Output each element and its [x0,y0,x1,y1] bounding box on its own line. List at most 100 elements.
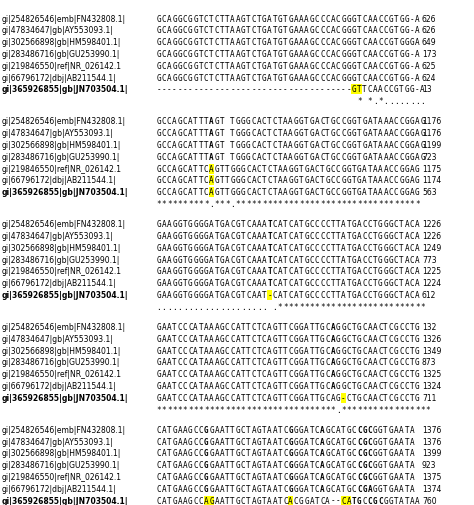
Text: A: A [304,334,309,343]
Text: -: - [336,85,340,94]
Text: *: * [373,302,377,311]
Text: G: G [373,472,377,481]
Text: G: G [219,267,224,276]
Text: T: T [373,255,377,264]
Text: A: A [251,279,256,288]
Text: T: T [256,393,261,402]
Text: T: T [278,129,283,138]
Text: C: C [262,153,266,162]
Text: G: G [404,62,409,71]
Text: *: * [394,302,399,311]
Text: G: G [156,141,161,149]
Text: T: T [357,129,362,138]
Text: G: G [262,26,266,35]
Text: A: A [378,129,383,138]
Text: T: T [373,267,377,276]
Text: C: C [399,129,404,138]
Text: G: G [219,322,224,331]
Text: C: C [330,448,335,458]
Text: -: - [214,85,219,94]
Text: A: A [236,74,240,82]
Text: A: A [367,153,372,162]
Text: T: T [199,15,203,24]
Text: C: C [162,15,166,24]
Text: G: G [188,50,192,59]
Text: A: A [373,164,377,173]
Text: C: C [183,322,187,331]
Text: A: A [410,495,414,504]
Text: C: C [336,38,340,47]
Text: -: - [288,85,293,94]
Text: G: G [256,495,261,504]
Text: T: T [283,255,288,264]
Text: A: A [293,290,298,299]
Text: C: C [204,188,209,197]
Text: G: G [188,267,192,276]
Text: T: T [336,255,340,264]
Text: gi|283486716|gb|GU253990.1|: gi|283486716|gb|GU253990.1| [2,460,120,469]
Text: C: C [410,279,414,288]
Text: *: * [330,199,335,209]
Text: C: C [346,393,351,402]
Text: T: T [199,370,203,378]
Text: -: - [177,85,182,94]
Text: G: G [352,255,356,264]
Text: *: * [310,199,314,209]
Text: A: A [204,393,209,402]
Text: G: G [241,74,246,82]
Text: T: T [352,381,356,390]
Text: T: T [273,164,277,173]
Text: *: * [378,302,383,311]
Text: G: G [177,176,182,185]
Text: G: G [304,279,309,288]
Text: T: T [199,346,203,355]
Text: *: * [256,405,261,414]
Text: C: C [188,346,192,355]
Text: T: T [225,437,229,445]
Text: G: G [378,267,383,276]
Text: G: G [241,164,246,173]
Text: A: A [304,425,309,434]
Text: G: G [410,153,414,162]
Text: A: A [293,50,298,59]
Text: G: G [330,153,335,162]
Text: C: C [330,176,335,185]
Text: A: A [262,255,266,264]
Text: C: C [225,334,229,343]
Text: G: G [394,381,399,390]
Text: T: T [325,141,330,149]
Text: *: * [204,405,209,414]
Text: G: G [177,290,182,299]
Text: A: A [304,448,309,458]
Text: *: * [310,302,314,311]
Text: T: T [199,50,203,59]
Text: G: G [172,38,177,47]
Text: G: G [156,322,161,331]
Text: A: A [378,141,383,149]
Text: A: A [167,231,172,240]
Text: A: A [415,255,419,264]
Text: T: T [219,74,224,82]
Text: G: G [394,346,399,355]
Text: A: A [167,38,172,47]
Text: C: C [310,279,314,288]
Text: G: G [293,437,298,445]
Text: *: * [299,405,303,414]
Text: A: A [404,290,409,299]
Text: C: C [378,393,383,402]
Text: -: - [346,85,351,94]
Text: -: - [241,85,246,94]
Text: C: C [336,15,340,24]
Text: C: C [310,220,314,229]
Text: C: C [283,437,288,445]
Text: C: C [167,176,172,185]
Text: C: C [367,425,372,434]
Text: T: T [246,393,251,402]
Text: -: - [410,62,414,71]
Text: T: T [172,346,177,355]
Text: G: G [241,129,246,138]
Text: C: C [241,484,246,493]
Text: G: G [320,346,325,355]
Text: G: G [362,460,367,469]
Text: A: A [304,437,309,445]
